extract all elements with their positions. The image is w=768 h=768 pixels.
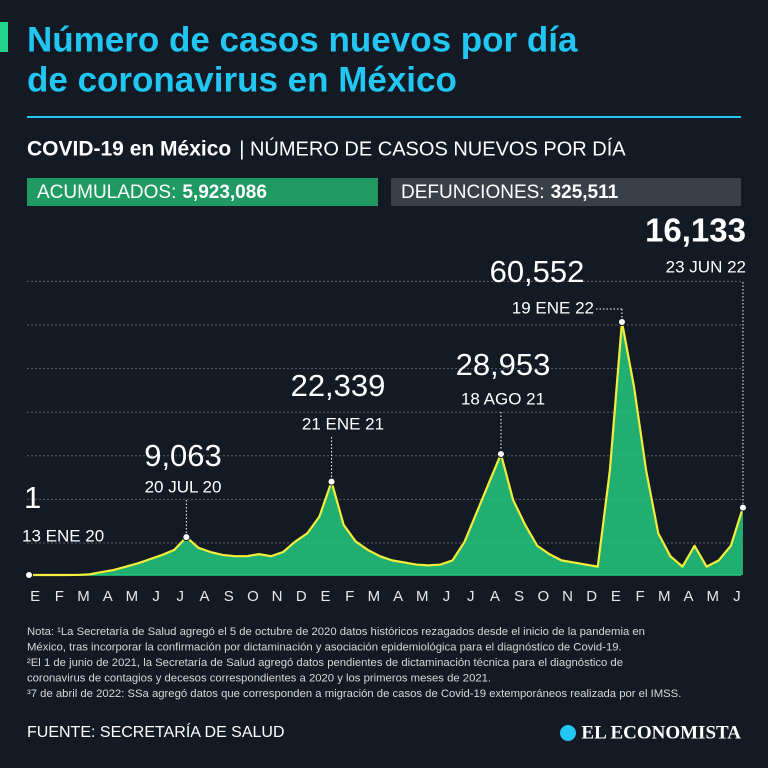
highlight-date: 21 ENE 21	[302, 414, 384, 433]
highlight-date: 18 AGO 21	[461, 389, 545, 408]
stat-box	[27, 178, 378, 206]
brand-icon	[560, 725, 576, 741]
stat-value: 325,511	[551, 182, 619, 203]
highlight-point	[25, 570, 34, 579]
x-tick-label: D	[296, 588, 307, 605]
title-line: Número de casos nuevos por día	[27, 20, 578, 59]
x-tick-label: A	[683, 588, 693, 605]
highlight-point	[182, 533, 191, 542]
x-tick-label: A	[199, 588, 209, 605]
highlight-date: 13 ENE 20	[22, 526, 104, 545]
x-tick-label: J	[467, 588, 475, 605]
stat-label: DEFUNCIONES:	[401, 182, 545, 203]
note: ²El 1 de junio de 2021, la Secretaría de…	[27, 657, 623, 669]
highlight-date: 20 JUL 20	[145, 477, 222, 496]
stat-value: 5,923,086	[182, 182, 267, 203]
x-tick-label: S	[224, 588, 234, 605]
highlight-value: 22,339	[291, 368, 386, 403]
subtitle: | NÚMERO DE CASOS NUEVOS POR DÍA	[239, 137, 626, 160]
x-tick-label: E	[611, 588, 621, 605]
x-tick-label: E	[30, 588, 40, 605]
x-tick-label: D	[586, 588, 597, 605]
accent-bar	[0, 22, 8, 52]
x-tick-label: O	[537, 588, 549, 605]
source: FUENTE: SECRETARÍA DE SALUD	[27, 722, 285, 741]
line	[29, 320, 744, 577]
title-line: de coronavirus en México	[27, 60, 457, 99]
x-tick-label: F	[55, 588, 64, 605]
note: ³7 de abril de 2022: SSa agregó datos qu…	[27, 688, 681, 700]
note: Nota: ¹La Secretaría de Salud agregó el …	[27, 626, 645, 638]
x-tick-label: A	[490, 588, 500, 605]
x-tick-label: A	[103, 588, 113, 605]
highlight-value: 28,953	[456, 347, 551, 382]
highlight-value: 60,552	[490, 254, 585, 289]
x-tick-label: F	[636, 588, 645, 605]
highlight-date: 23 JUN 22	[666, 257, 746, 276]
x-tick-label: F	[345, 588, 354, 605]
highlight-point	[496, 450, 505, 459]
highlight-value: 9,063	[144, 438, 222, 473]
x-tick-label: J	[443, 588, 451, 605]
highlight-value: 1	[24, 480, 41, 515]
x-tick-label: M	[126, 588, 139, 605]
x-tick-label: J	[152, 588, 160, 605]
x-tick-label: N	[562, 588, 573, 605]
x-tick-label: J	[177, 588, 185, 605]
x-tick-label: J	[733, 588, 741, 605]
highlight-date: 19 ENE 22	[512, 298, 594, 317]
subtitle-bold: COVID-19 en México	[27, 138, 231, 161]
note: México, tras incorporar la confirmación …	[27, 641, 622, 653]
x-tick-label: M	[368, 588, 381, 605]
x-tick-label: M	[77, 588, 90, 605]
x-tick-label: S	[514, 588, 524, 605]
x-tick-label: M	[658, 588, 671, 605]
x-tick-label: M	[706, 588, 719, 605]
x-tick-label: M	[416, 588, 429, 605]
highlight-point	[738, 503, 747, 512]
x-tick-label: A	[393, 588, 403, 605]
x-tick-label: O	[247, 588, 259, 605]
note: coronavirus de contagios y decesos corre…	[27, 672, 491, 684]
x-tick-label: E	[320, 588, 330, 605]
area	[29, 322, 743, 575]
stat-box	[391, 178, 741, 206]
x-tick-label: N	[272, 588, 283, 605]
highlight-point	[327, 477, 336, 486]
highlight-point	[617, 318, 626, 326]
stat-label: ACUMULADOS:	[37, 182, 176, 203]
highlight-value: 16,133	[645, 212, 746, 249]
brand: EL ECONOMISTA	[581, 722, 741, 743]
